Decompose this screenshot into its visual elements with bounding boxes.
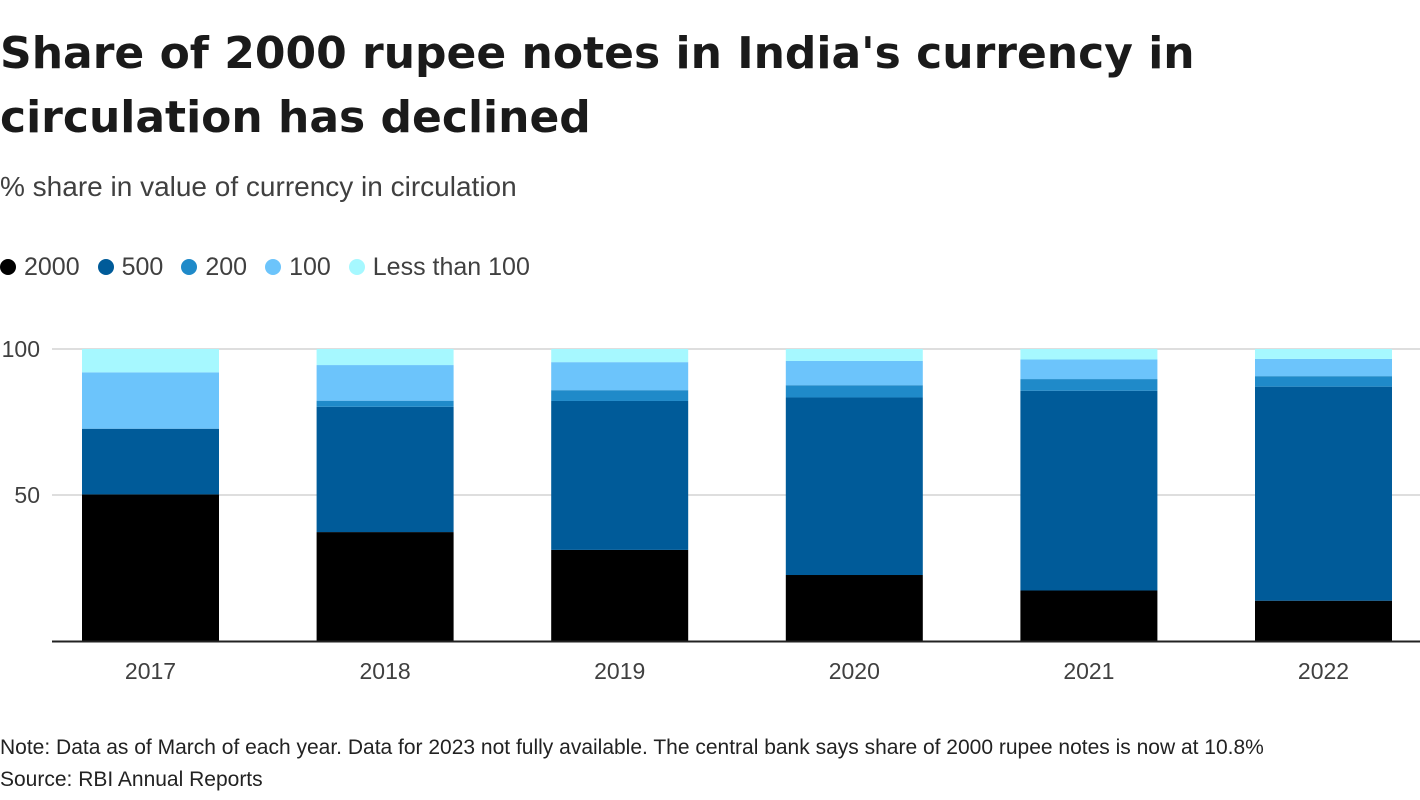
legend-label-500: 500 bbox=[121, 252, 164, 281]
bar-2021-500 bbox=[1020, 390, 1158, 591]
x-tick-label-2017: 2017 bbox=[125, 658, 176, 684]
bar-2018-100 bbox=[316, 365, 454, 401]
bar-2020-100 bbox=[785, 360, 923, 386]
bar-2019-less-than-100 bbox=[551, 349, 689, 363]
bar-2020-2000 bbox=[785, 575, 923, 641]
legend-label-100: 100 bbox=[289, 252, 331, 281]
bar-2020-200 bbox=[785, 385, 923, 398]
bar-2018-2000 bbox=[316, 532, 454, 641]
legend-swatch-100 bbox=[265, 259, 282, 275]
bar-2021-less-than-100 bbox=[1020, 349, 1158, 360]
y-tick-label-50: 50 bbox=[14, 482, 40, 508]
legend-label-2000: 2000 bbox=[24, 252, 80, 281]
bar-2019-200 bbox=[551, 390, 689, 401]
bar-2020-500 bbox=[785, 397, 923, 576]
bar-2021-100 bbox=[1020, 359, 1158, 380]
bar-2022-500 bbox=[1255, 386, 1392, 601]
legend-swatch-200 bbox=[181, 259, 198, 275]
x-tick-label-2022: 2022 bbox=[1298, 658, 1349, 684]
y-tick-label-100: 100 bbox=[2, 336, 40, 362]
bars bbox=[82, 349, 1392, 641]
legend-item-2000: 2000 bbox=[0, 253, 80, 282]
legend-item-200: 200 bbox=[181, 253, 247, 282]
legend-item-100: 100 bbox=[265, 253, 331, 282]
legend: 2000 500 200 100 Less than 100 bbox=[0, 250, 548, 284]
bar-2020-less-than-100 bbox=[785, 349, 923, 361]
legend-item-less-than-100: Less than 100 bbox=[348, 252, 530, 282]
x-tick-label-2019: 2019 bbox=[594, 658, 645, 684]
legend-item-500: 500 bbox=[97, 252, 164, 282]
legend-swatch-2000 bbox=[0, 259, 16, 275]
chart-subtitle: % share in value of currency in circulat… bbox=[0, 171, 517, 202]
gridlines bbox=[52, 348, 1420, 496]
bar-2018-200 bbox=[316, 400, 454, 407]
legend-label-less-than-100: Less than 100 bbox=[372, 252, 530, 281]
bar-2022-100 bbox=[1255, 358, 1392, 377]
bar-2021-200 bbox=[1020, 379, 1158, 391]
bar-2017-100 bbox=[82, 372, 219, 429]
chart-note: Note: Data as of March of each year. Dat… bbox=[0, 736, 1264, 759]
bar-2019-100 bbox=[551, 362, 689, 391]
bar-2017-500 bbox=[82, 428, 219, 495]
bar-2018-500 bbox=[316, 406, 454, 533]
bar-2017-2000 bbox=[82, 494, 219, 641]
bar-2021-2000 bbox=[1020, 590, 1158, 641]
bar-2022-200 bbox=[1255, 376, 1392, 387]
legend-swatch-500 bbox=[97, 259, 114, 275]
stacked-bar-chart: 50 100 2017 2018 2019 2020 2021 2022 bbox=[2, 336, 1420, 684]
x-tick-label-2020: 2020 bbox=[829, 658, 880, 684]
bar-2019-500 bbox=[551, 400, 689, 550]
bar-2018-less-than-100 bbox=[316, 349, 454, 366]
chart-title: Share of 2000 rupee notes in India's cur… bbox=[0, 28, 1195, 143]
x-tick-label-2021: 2021 bbox=[1063, 658, 1114, 684]
axes: 50 100 2017 2018 2019 2020 2021 2022 bbox=[2, 336, 1420, 684]
x-tick-label-2018: 2018 bbox=[360, 658, 411, 684]
bar-2017-less-than-100 bbox=[82, 349, 219, 373]
bar-2022-2000 bbox=[1255, 600, 1392, 641]
bar-2019-2000 bbox=[551, 549, 689, 641]
legend-label-200: 200 bbox=[205, 252, 248, 281]
legend-swatch-less-than-100 bbox=[348, 259, 365, 275]
bar-2022-less-than-100 bbox=[1255, 349, 1392, 359]
chart-source: Source: RBI Annual Reports bbox=[0, 768, 263, 791]
